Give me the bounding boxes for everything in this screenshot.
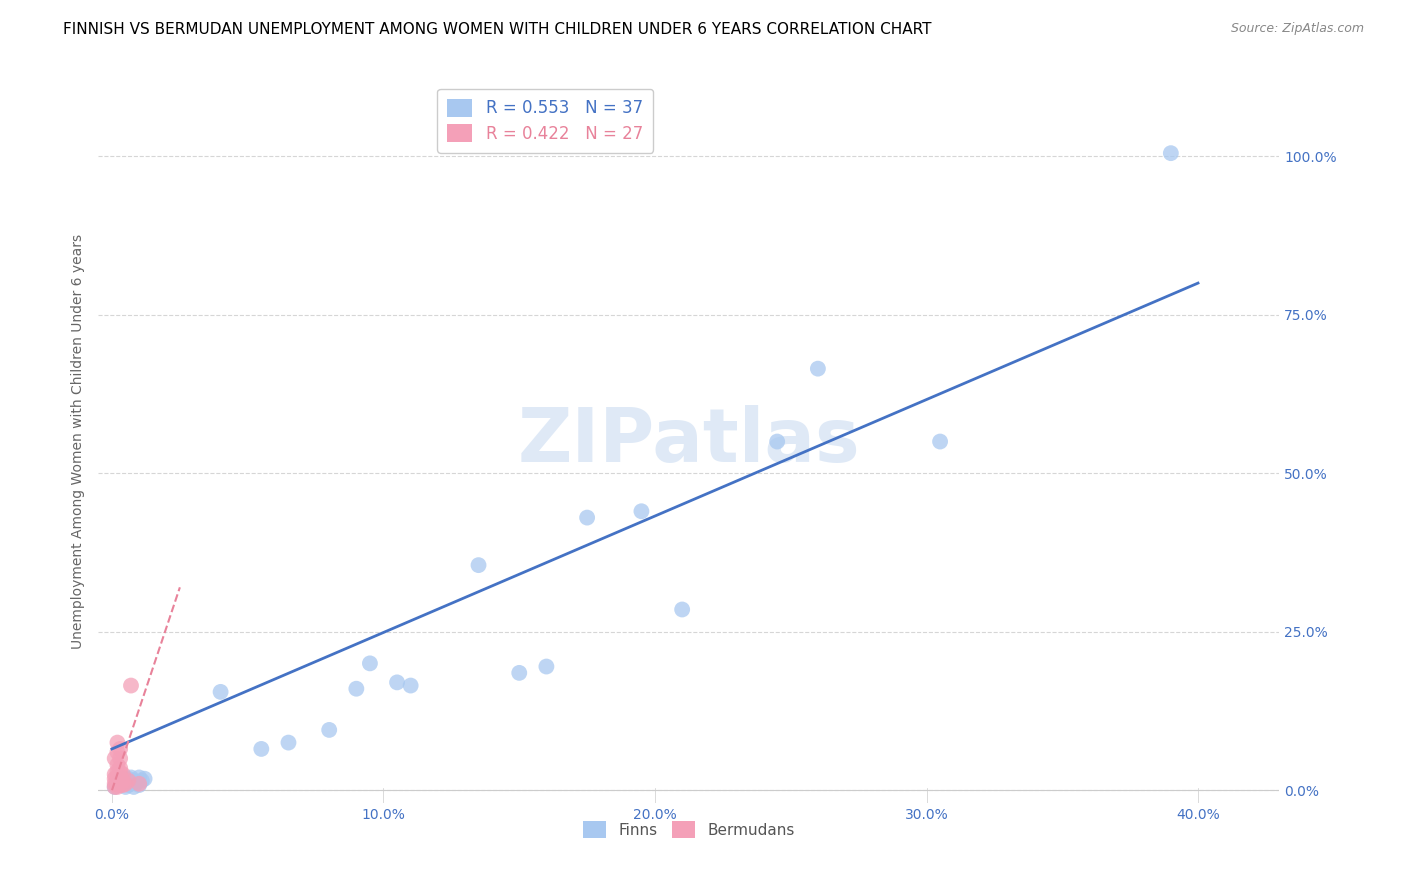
Legend: Finns, Bermudans: Finns, Bermudans	[575, 814, 803, 846]
Point	[671, 602, 693, 616]
Point	[107, 780, 129, 794]
Point	[807, 361, 830, 376]
Point	[114, 780, 136, 794]
Point	[114, 777, 136, 791]
Point	[131, 773, 153, 788]
Point	[128, 778, 150, 792]
Point	[107, 777, 129, 791]
Point	[107, 769, 129, 783]
Point	[385, 675, 408, 690]
Point	[107, 777, 129, 791]
Point	[117, 773, 139, 788]
Point	[117, 772, 139, 786]
Point	[318, 723, 340, 737]
Point	[111, 778, 134, 792]
Point	[104, 777, 127, 791]
Point	[929, 434, 952, 449]
Point	[104, 767, 127, 781]
Point	[508, 665, 530, 680]
Point	[120, 679, 142, 693]
Point	[108, 778, 131, 792]
Point	[104, 780, 127, 794]
Point	[114, 773, 136, 788]
Point	[134, 772, 156, 786]
Point	[120, 777, 142, 791]
Point	[209, 685, 232, 699]
Point	[107, 735, 129, 749]
Point	[108, 773, 131, 788]
Point	[536, 659, 558, 673]
Point	[104, 780, 127, 794]
Point	[128, 771, 150, 785]
Point	[1160, 146, 1182, 161]
Point	[128, 777, 150, 791]
Point	[277, 735, 299, 749]
Text: FINNISH VS BERMUDAN UNEMPLOYMENT AMONG WOMEN WITH CHILDREN UNDER 6 YEARS CORRELA: FINNISH VS BERMUDAN UNEMPLOYMENT AMONG W…	[63, 22, 932, 37]
Y-axis label: Unemployment Among Women with Children Under 6 years: Unemployment Among Women with Children U…	[70, 234, 84, 649]
Point	[108, 773, 131, 788]
Point	[108, 778, 131, 792]
Point	[117, 778, 139, 792]
Point	[359, 657, 381, 671]
Point	[399, 679, 422, 693]
Point	[111, 777, 134, 791]
Point	[111, 767, 134, 781]
Point	[344, 681, 367, 696]
Text: ZIPatlas: ZIPatlas	[517, 405, 860, 478]
Point	[104, 772, 127, 786]
Point	[122, 780, 145, 794]
Point	[250, 742, 273, 756]
Point	[467, 558, 489, 573]
Point	[766, 434, 789, 449]
Point	[120, 771, 142, 785]
Point	[125, 775, 148, 789]
Point	[630, 504, 652, 518]
Point	[107, 745, 129, 759]
Point	[576, 510, 599, 524]
Text: Source: ZipAtlas.com: Source: ZipAtlas.com	[1230, 22, 1364, 36]
Point	[108, 751, 131, 765]
Point	[104, 751, 127, 765]
Point	[108, 761, 131, 775]
Point	[108, 765, 131, 780]
Point	[111, 772, 134, 786]
Point	[107, 757, 129, 772]
Point	[107, 773, 129, 788]
Point	[107, 764, 129, 778]
Point	[108, 771, 131, 785]
Point	[108, 742, 131, 756]
Point	[111, 773, 134, 788]
Point	[122, 773, 145, 788]
